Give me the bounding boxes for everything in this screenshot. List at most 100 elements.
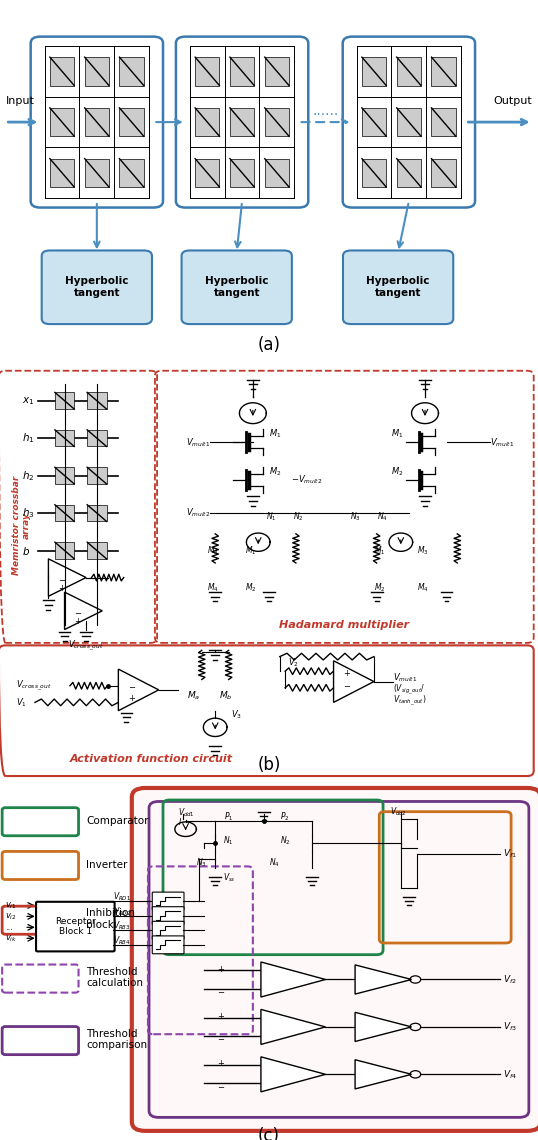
Text: $V_2$: $V_2$ (288, 657, 299, 669)
Polygon shape (55, 430, 74, 447)
Text: $+$: $+$ (217, 1058, 224, 1068)
Polygon shape (261, 962, 325, 998)
Polygon shape (265, 158, 289, 187)
Polygon shape (118, 669, 159, 710)
Text: ...: ... (5, 922, 13, 931)
Text: $+$: $+$ (74, 617, 82, 626)
Text: $V_{mult1}$: $V_{mult1}$ (393, 671, 417, 684)
Polygon shape (431, 158, 456, 187)
Polygon shape (87, 392, 107, 409)
Text: $M_1$: $M_1$ (245, 544, 256, 556)
FancyBboxPatch shape (152, 893, 184, 910)
Text: $+$: $+$ (217, 963, 224, 974)
Text: $N_2$: $N_2$ (293, 511, 304, 523)
Polygon shape (48, 559, 86, 596)
Polygon shape (195, 108, 220, 137)
Text: Hyperbolic
tangent: Hyperbolic tangent (205, 277, 268, 298)
Text: $M_1$: $M_1$ (374, 544, 385, 556)
Text: $N_4$: $N_4$ (269, 856, 280, 869)
Polygon shape (362, 158, 386, 187)
Polygon shape (84, 158, 109, 187)
Text: $V_{RB4}$: $V_{RB4}$ (113, 934, 131, 946)
Text: $V_{tanh\_out})$: $V_{tanh\_out})$ (393, 693, 426, 708)
Polygon shape (87, 467, 107, 483)
Text: $v_{i2}$: $v_{i2}$ (5, 911, 17, 921)
Polygon shape (261, 1057, 325, 1092)
Text: $M_2$: $M_2$ (374, 581, 385, 594)
Text: $-$: $-$ (343, 679, 351, 689)
Polygon shape (265, 57, 289, 86)
Text: Inverter: Inverter (86, 860, 128, 870)
Text: $N_3$: $N_3$ (196, 856, 207, 869)
Text: Hadamard multiplier: Hadamard multiplier (279, 620, 409, 630)
FancyBboxPatch shape (343, 36, 475, 207)
Polygon shape (84, 108, 109, 137)
Text: $N_2$: $N_2$ (280, 834, 291, 847)
Polygon shape (65, 592, 102, 629)
Text: $M_3$: $M_3$ (207, 544, 219, 556)
Polygon shape (355, 964, 412, 994)
FancyBboxPatch shape (182, 251, 292, 324)
Text: $M_1$: $M_1$ (269, 428, 281, 440)
Text: (c): (c) (258, 1127, 280, 1140)
Text: $v_{i1}$: $v_{i1}$ (5, 901, 17, 911)
Polygon shape (55, 467, 74, 483)
FancyBboxPatch shape (31, 36, 163, 207)
Polygon shape (397, 57, 421, 86)
Text: $V_{RB3}$: $V_{RB3}$ (113, 920, 131, 933)
Text: $N_3$: $N_3$ (350, 511, 360, 523)
Text: $M_2$: $M_2$ (391, 465, 404, 478)
Polygon shape (265, 108, 289, 137)
FancyBboxPatch shape (152, 921, 184, 939)
Polygon shape (55, 392, 74, 409)
Text: $V_{mult2}$: $V_{mult2}$ (186, 507, 210, 520)
Text: Hyperbolic
tangent: Hyperbolic tangent (366, 277, 430, 298)
Text: Hyperbolic
tangent: Hyperbolic tangent (65, 277, 129, 298)
Text: Output: Output (494, 96, 533, 106)
Text: ......: ...... (313, 105, 338, 119)
Text: $(V_{sig\_out}/$: $(V_{sig\_out}/$ (393, 683, 425, 698)
Text: Input: Input (5, 96, 34, 106)
Polygon shape (362, 108, 386, 137)
Text: $N_4$: $N_4$ (377, 511, 387, 523)
FancyBboxPatch shape (152, 906, 184, 925)
Text: $V_{ss}$: $V_{ss}$ (223, 871, 236, 884)
Text: (b): (b) (257, 756, 281, 774)
Text: Receptor
Block 1: Receptor Block 1 (55, 917, 96, 936)
Text: $M_3$: $M_3$ (417, 544, 429, 556)
Text: $V_{f2}$: $V_{f2}$ (503, 974, 517, 986)
Text: $b$: $b$ (22, 545, 30, 556)
Polygon shape (50, 158, 74, 187)
Polygon shape (362, 57, 386, 86)
Polygon shape (87, 543, 107, 559)
Text: $V_{mult1}$: $V_{mult1}$ (490, 437, 514, 448)
Text: $h_2$: $h_2$ (22, 469, 34, 482)
Text: $V_{mult1}$: $V_{mult1}$ (186, 437, 210, 448)
Text: $M_a$: $M_a$ (187, 690, 200, 702)
Text: $V_{f3}$: $V_{f3}$ (503, 1020, 517, 1033)
Polygon shape (334, 661, 374, 702)
Text: $M_4$: $M_4$ (207, 581, 219, 594)
Text: $V_{dd2}$: $V_{dd2}$ (390, 806, 407, 817)
Polygon shape (55, 505, 74, 521)
Text: Memristor crossbar
array: Memristor crossbar array (12, 475, 31, 576)
Polygon shape (397, 108, 421, 137)
Polygon shape (195, 158, 220, 187)
Text: $x_1$: $x_1$ (22, 394, 34, 407)
Text: $h_3$: $h_3$ (22, 506, 34, 520)
Text: $v_{ik}$: $v_{ik}$ (5, 933, 18, 944)
Polygon shape (87, 430, 107, 447)
Text: $-$: $-$ (128, 682, 136, 690)
Polygon shape (55, 543, 74, 559)
Text: $M_4$: $M_4$ (417, 581, 429, 594)
Text: $N_1$: $N_1$ (266, 511, 277, 523)
Text: $V_1$: $V_1$ (16, 697, 27, 709)
Text: $-$: $-$ (216, 1081, 225, 1090)
Polygon shape (230, 158, 254, 187)
FancyBboxPatch shape (176, 36, 308, 207)
Polygon shape (87, 505, 107, 521)
Text: $V_{dd1}$: $V_{dd1}$ (178, 806, 194, 819)
Text: Threshold
comparison: Threshold comparison (86, 1029, 147, 1050)
Polygon shape (50, 108, 74, 137)
Text: $-$: $-$ (58, 573, 66, 583)
